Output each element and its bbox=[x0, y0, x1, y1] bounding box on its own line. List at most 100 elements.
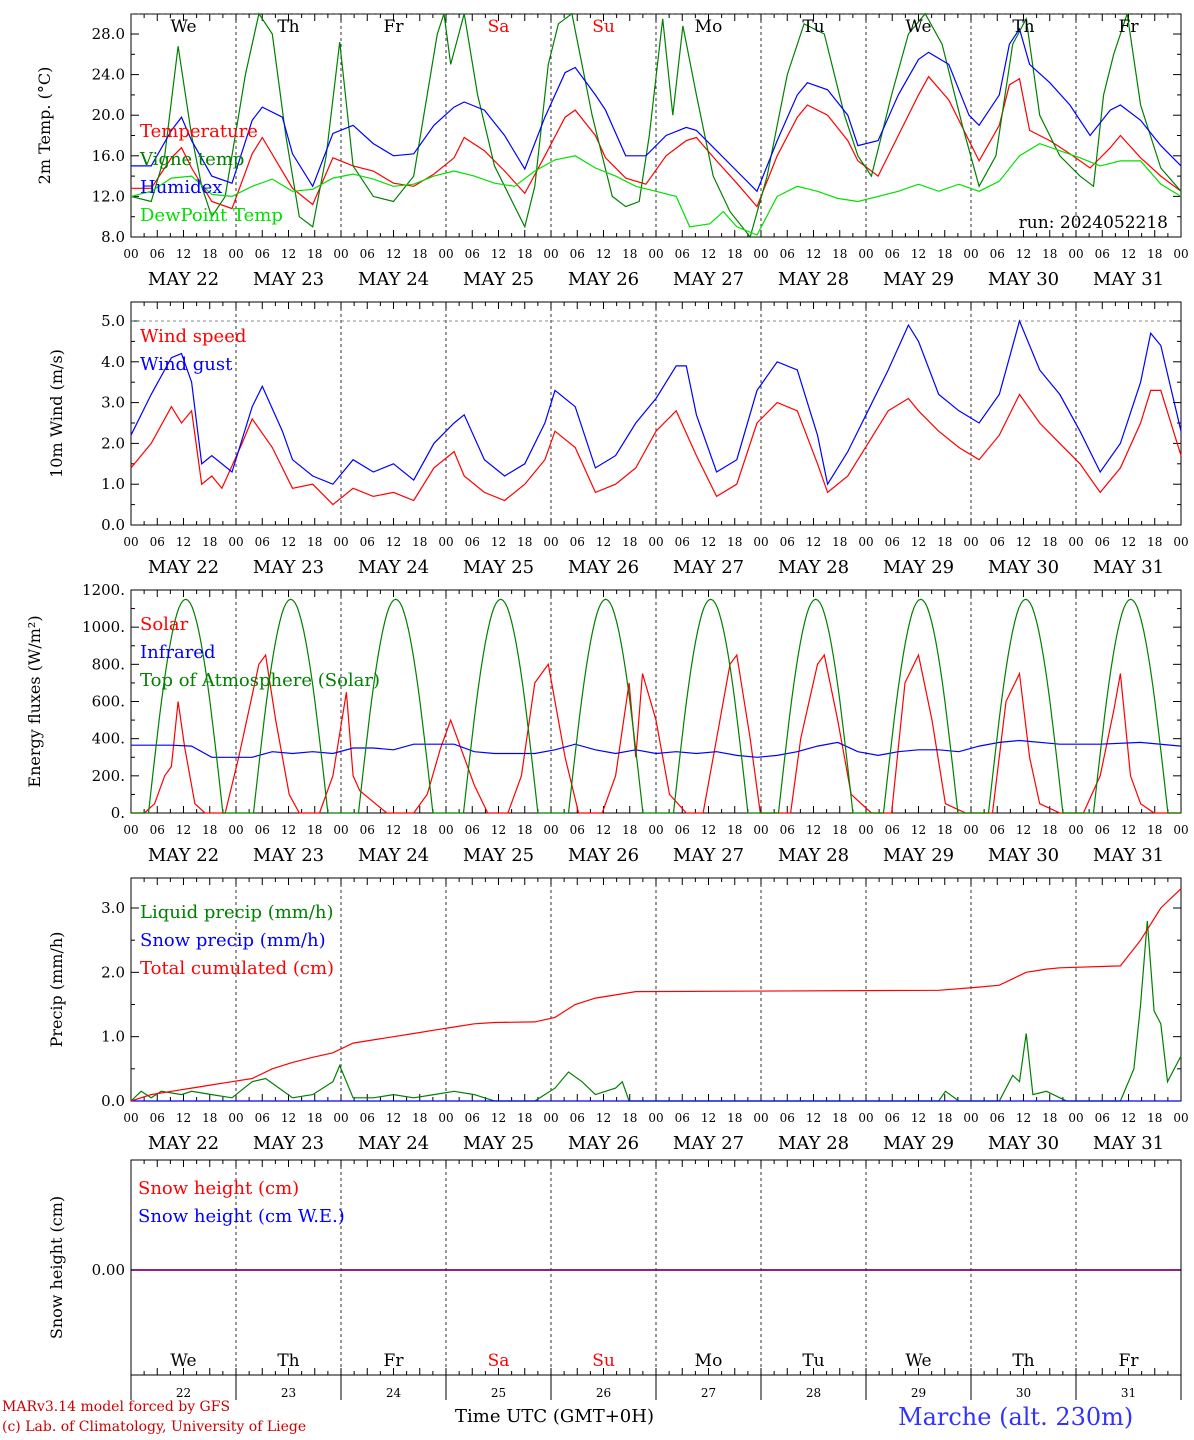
hour-tick-label: 00 bbox=[648, 535, 663, 549]
hour-tick-label: 00 bbox=[438, 823, 453, 837]
hour-tick-label: 00 bbox=[123, 823, 138, 837]
date-label: MAY 30 bbox=[988, 269, 1059, 290]
legend-entry: Top of Atmosphere (Solar) bbox=[140, 670, 380, 691]
hour-tick-label: 12 bbox=[596, 535, 611, 549]
hour-tick-label: 18 bbox=[727, 1111, 742, 1125]
hour-tick-label: 12 bbox=[911, 823, 926, 837]
legend-entry: Humidex bbox=[140, 177, 222, 198]
hour-tick-label: 12 bbox=[281, 535, 296, 549]
hour-tick-label: 12 bbox=[386, 823, 401, 837]
hour-tick-label: 00 bbox=[1173, 535, 1188, 549]
hour-tick-label: 12 bbox=[701, 823, 716, 837]
day-number: 31 bbox=[1121, 1386, 1136, 1400]
y-axis-title: 2m Temp. (°C) bbox=[35, 67, 54, 185]
hour-tick-label: 00 bbox=[1173, 823, 1188, 837]
hour-tick-label: 06 bbox=[570, 535, 585, 549]
hour-tick-label: 00 bbox=[753, 535, 768, 549]
hour-tick-label: 06 bbox=[255, 1111, 270, 1125]
hour-tick-label: 06 bbox=[570, 1111, 585, 1125]
hour-tick-label: 12 bbox=[386, 1111, 401, 1125]
hour-tick-label: 18 bbox=[1147, 1111, 1162, 1125]
day-number: 24 bbox=[386, 1386, 402, 1400]
hour-tick-label: 06 bbox=[255, 823, 270, 837]
hour-tick-label: 06 bbox=[465, 1111, 480, 1125]
y-tick-label: 24.0 bbox=[92, 66, 125, 84]
day-number: 25 bbox=[491, 1386, 506, 1400]
hour-tick-label: 00 bbox=[858, 535, 873, 549]
hour-tick-label: 12 bbox=[596, 247, 611, 261]
date-label: MAY 28 bbox=[778, 557, 849, 578]
hour-tick-label: 06 bbox=[255, 535, 270, 549]
hour-tick-label: 12 bbox=[596, 823, 611, 837]
bottom-day-axis: We 22 Th 23 Fr 24 Sa 25 Su 26 Mo 27 Tu 28 We 29 Th 30 Fr 31 bbox=[130, 1160, 1182, 1400]
legend-entry: Wind gust bbox=[140, 354, 233, 375]
hour-tick-label: 12 bbox=[491, 823, 506, 837]
hour-tick-label: 12 bbox=[281, 823, 296, 837]
hour-tick-label: 18 bbox=[1042, 247, 1057, 261]
hour-tick-label: 18 bbox=[622, 535, 637, 549]
day-number: 23 bbox=[281, 1386, 296, 1400]
panel-frame bbox=[130, 589, 1182, 814]
hour-tick-label: 00 bbox=[1068, 823, 1083, 837]
weekday-label: We bbox=[170, 1351, 196, 1371]
hour-tick-label: 12 bbox=[806, 247, 821, 261]
date-label: MAY 25 bbox=[463, 1133, 534, 1154]
hour-tick-label: 06 bbox=[570, 823, 585, 837]
weekday-label: Th bbox=[1012, 17, 1034, 37]
hour-tick-label: 00 bbox=[648, 247, 663, 261]
hour-tick-label: 12 bbox=[596, 1111, 611, 1125]
hour-tick-label: 18 bbox=[412, 247, 427, 261]
hour-tick-label: 00 bbox=[858, 247, 873, 261]
y-tick-label: 0. bbox=[111, 804, 125, 822]
hour-tick-label: 12 bbox=[911, 247, 926, 261]
weekday-label: Su bbox=[592, 1351, 615, 1371]
hour-tick-label: 06 bbox=[780, 247, 795, 261]
series-line-temperature bbox=[131, 75, 1182, 210]
date-label: MAY 31 bbox=[1093, 1133, 1164, 1154]
hour-tick-label: 12 bbox=[176, 247, 191, 261]
y-tick-label: 0.0 bbox=[101, 1092, 125, 1110]
weekday-label: Tu bbox=[802, 17, 824, 37]
date-label: MAY 23 bbox=[253, 845, 324, 866]
legend-entry: Total cumulated (cm) bbox=[140, 958, 334, 979]
date-label: MAY 29 bbox=[883, 557, 954, 578]
hour-tick-label: 00 bbox=[333, 535, 348, 549]
date-label: MAY 27 bbox=[673, 1133, 744, 1154]
hour-tick-label: 06 bbox=[990, 535, 1005, 549]
hour-tick-label: 00 bbox=[123, 535, 138, 549]
hour-tick-label: 06 bbox=[675, 1111, 690, 1125]
hour-tick-label: 06 bbox=[360, 823, 375, 837]
hour-tick-label: 06 bbox=[570, 247, 585, 261]
series-line-top-of-atmosphere-solar- bbox=[131, 598, 1181, 814]
hour-tick-label: 18 bbox=[622, 247, 637, 261]
hour-tick-label: 18 bbox=[937, 535, 952, 549]
hour-tick-label: 06 bbox=[1095, 535, 1110, 549]
hour-tick-label: 12 bbox=[806, 1111, 821, 1125]
series-line-wind-gust bbox=[130, 319, 1182, 486]
y-axis-title: Energy fluxes (W/m²) bbox=[25, 615, 44, 787]
hour-tick-label: 06 bbox=[465, 247, 480, 261]
hour-tick-label: 18 bbox=[1042, 1111, 1057, 1125]
hour-tick-label: 06 bbox=[990, 247, 1005, 261]
hour-tick-label: 12 bbox=[1121, 247, 1136, 261]
hour-tick-label: 06 bbox=[885, 823, 900, 837]
y-axis-title: Precip (mm/h) bbox=[47, 932, 66, 1048]
legend-entry: Snow height (cm W.E.) bbox=[138, 1206, 345, 1227]
hour-tick-label: 18 bbox=[412, 535, 427, 549]
panel-frame bbox=[130, 301, 1182, 526]
series-line-dewpoint-temp bbox=[130, 142, 1182, 236]
hour-tick-label: 06 bbox=[1095, 823, 1110, 837]
legend-entry: Wind speed bbox=[140, 326, 246, 347]
hour-tick-label: 00 bbox=[228, 823, 243, 837]
hour-tick-label: 18 bbox=[727, 247, 742, 261]
hour-tick-label: 18 bbox=[622, 1111, 637, 1125]
legend-entry: Snow height (cm) bbox=[138, 1178, 299, 1199]
y-tick-label: 800. bbox=[92, 655, 125, 673]
date-label: MAY 22 bbox=[148, 845, 219, 866]
hour-tick-label: 00 bbox=[648, 1111, 663, 1125]
hour-tick-label: 00 bbox=[648, 823, 663, 837]
panel-1: 8.0 12.0 16.0 20.0 24.0 28.0 2m Temp. (°C) Temp… bbox=[35, 12, 1189, 290]
weekday-label: Mo bbox=[695, 1351, 723, 1371]
hour-tick-label: 06 bbox=[675, 823, 690, 837]
hour-tick-label: 00 bbox=[1068, 535, 1083, 549]
